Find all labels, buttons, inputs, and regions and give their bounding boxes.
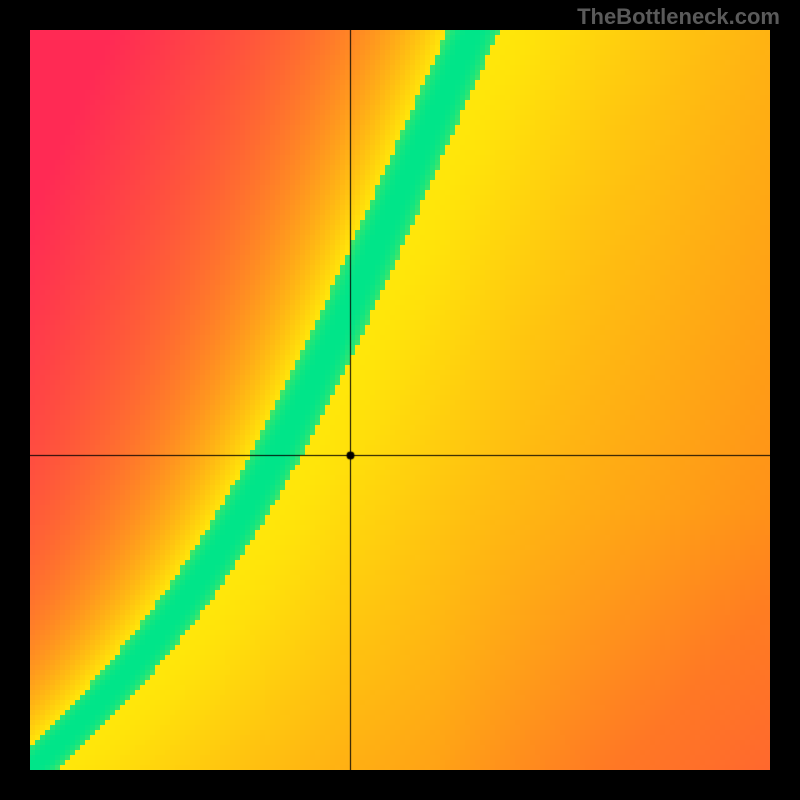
chart-container: TheBottleneck.com	[0, 0, 800, 800]
watermark-text: TheBottleneck.com	[577, 4, 780, 30]
bottleneck-heatmap	[30, 30, 770, 770]
